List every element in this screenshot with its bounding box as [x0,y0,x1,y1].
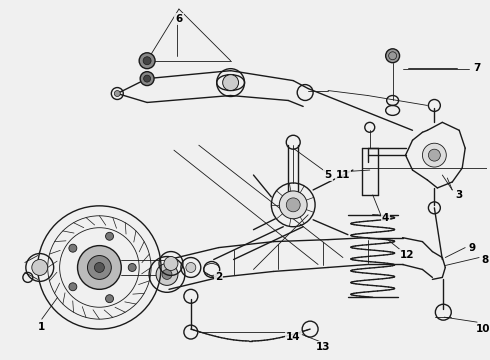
Circle shape [143,57,151,65]
Circle shape [69,244,77,252]
Circle shape [279,191,307,219]
Text: 7: 7 [473,63,481,73]
Circle shape [139,53,155,69]
Text: 4: 4 [382,213,390,223]
Circle shape [164,257,178,270]
Circle shape [144,75,150,82]
Text: 8: 8 [482,255,489,265]
Circle shape [105,232,114,240]
Text: 2: 2 [215,273,222,282]
Circle shape [156,264,178,285]
Circle shape [95,262,104,273]
Text: 10: 10 [476,324,490,334]
Text: 13: 13 [316,342,330,352]
Circle shape [114,91,120,96]
Circle shape [69,283,77,291]
Text: 1: 1 [38,322,46,332]
Circle shape [88,256,111,279]
Circle shape [128,264,136,271]
Text: 12: 12 [400,249,415,260]
Circle shape [162,269,172,279]
Circle shape [286,198,300,212]
Circle shape [140,72,154,86]
Text: 5: 5 [324,170,332,180]
Circle shape [386,49,399,63]
Text: 14: 14 [286,332,300,342]
Circle shape [428,149,441,161]
Text: 6: 6 [175,14,183,24]
Text: 9: 9 [468,243,476,253]
Circle shape [422,143,446,167]
Text: 3: 3 [456,190,463,200]
Circle shape [32,260,48,275]
Text: 11: 11 [336,170,350,180]
Circle shape [105,295,114,303]
Circle shape [186,262,196,273]
Circle shape [77,246,121,289]
Circle shape [222,75,239,91]
